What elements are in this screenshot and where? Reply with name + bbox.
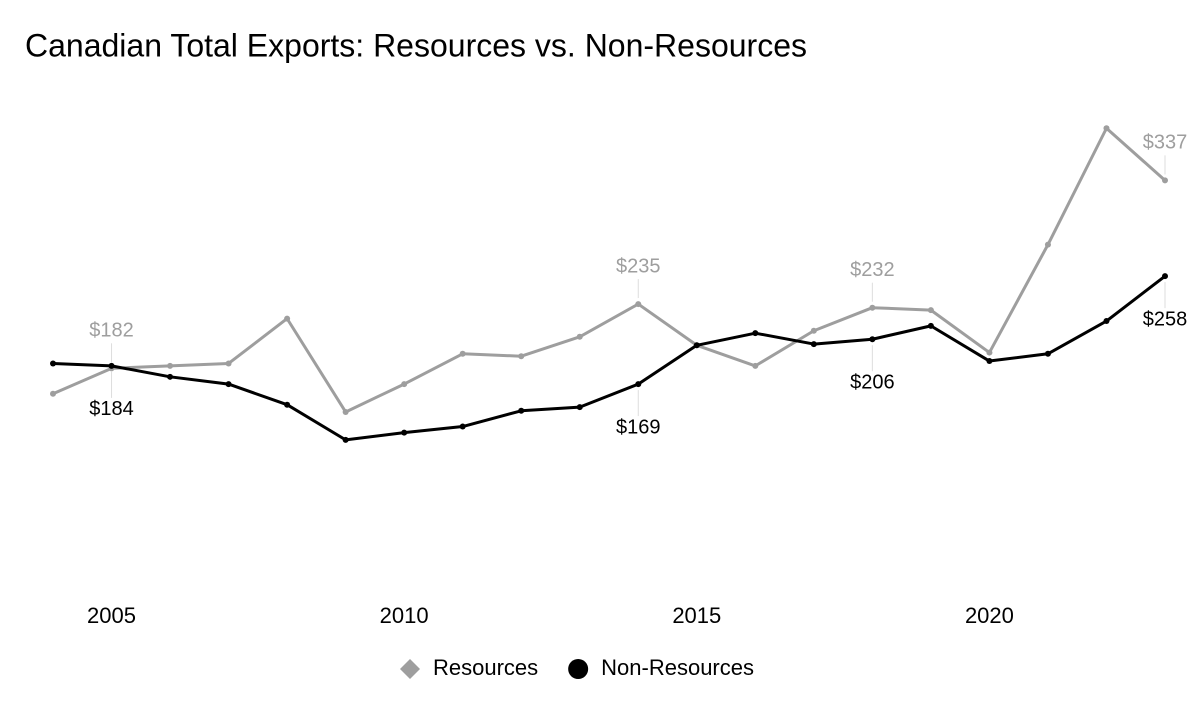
point [752,362,759,369]
point [576,333,583,340]
point [459,423,466,430]
point [108,362,115,369]
x-tick-label: 2005 [87,603,136,628]
series-line [52,274,1166,442]
data-label: $169 [616,416,661,438]
data-label: $206 [850,372,895,394]
legend-label[interactable]: Resources [433,655,538,680]
data-label: $232 [850,259,895,281]
point [986,358,993,365]
series-line [52,126,1166,414]
point [225,360,232,367]
legend-label[interactable]: Non-Resources [601,655,754,680]
point [1044,241,1051,248]
point [284,401,291,408]
x-tick-label: 2010 [380,603,429,628]
point [225,381,232,388]
chart-title: Canadian Total Exports: Resources vs. No… [25,27,807,63]
point [167,373,174,380]
point [342,408,349,415]
point [1162,177,1168,184]
point [1103,318,1110,325]
point [50,360,56,367]
point [635,381,642,388]
point [401,429,408,436]
point [342,436,349,443]
point [50,390,56,397]
data-label: $235 [616,255,661,277]
data-label: $258 [1143,308,1188,330]
point [869,336,876,343]
point [693,342,700,349]
point [752,330,759,337]
point [1103,125,1110,132]
data-label: $182 [89,320,134,342]
x-tick-label: 2015 [672,603,721,628]
point [810,327,817,334]
point [927,307,934,314]
legend-marker [568,659,589,679]
x-tick-label: 2020 [965,603,1014,628]
point [927,322,934,329]
data-label: $337 [1143,132,1188,154]
legend-marker [400,659,420,679]
point [284,315,291,322]
point [635,301,642,308]
data-label: $184 [89,398,134,420]
point [518,407,525,414]
point [1044,350,1051,357]
point [986,349,993,356]
point [518,353,525,360]
point [1162,273,1168,280]
point [869,304,876,311]
point [167,362,174,369]
point [459,350,466,357]
point [576,404,583,411]
point [401,381,408,388]
point [810,341,817,348]
